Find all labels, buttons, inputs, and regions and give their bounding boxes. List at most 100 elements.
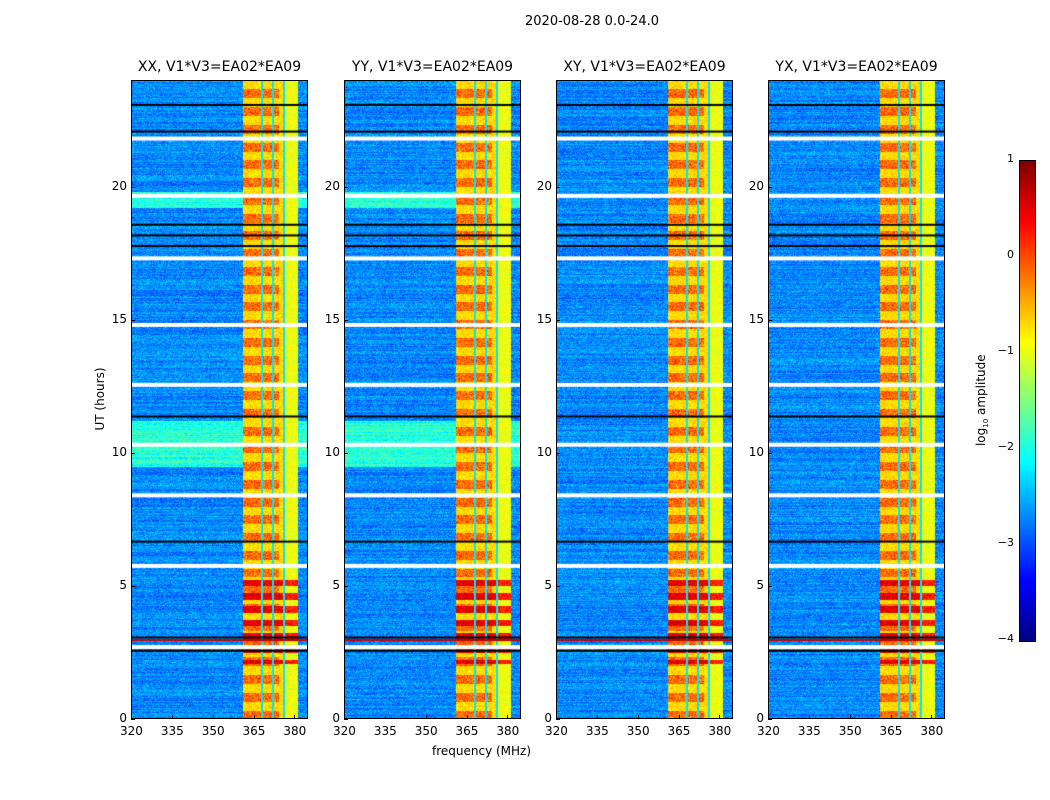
y-tick-label: 10	[324, 444, 340, 459]
colorbar-label: log10 amplitude	[973, 354, 991, 447]
x-tick-label: 380	[283, 724, 307, 738]
panel-frame	[344, 80, 521, 719]
x-tick	[425, 715, 427, 719]
x-tick	[719, 715, 721, 719]
x-tick-label: 365	[879, 724, 903, 738]
colorbar-tick-label: −3	[997, 536, 1014, 549]
y-tick-label: 15	[324, 311, 340, 326]
y-tick	[344, 585, 348, 587]
x-tick	[678, 715, 680, 719]
y-tick	[556, 719, 560, 720]
x-tick	[131, 715, 132, 719]
y-tick	[768, 319, 772, 321]
y-tick	[556, 186, 560, 188]
y-tick	[768, 186, 772, 188]
x-tick-label: 350	[201, 724, 225, 738]
x-tick	[808, 715, 810, 719]
colorbar	[1019, 160, 1036, 642]
y-tick-label: 15	[111, 311, 127, 326]
y-tick	[131, 186, 135, 188]
colorbar-tick-label: −4	[997, 632, 1014, 645]
x-tick-label: 365	[667, 724, 691, 738]
heatmap-panel	[768, 80, 945, 719]
x-tick-label: 320	[333, 724, 356, 738]
y-axis-label: UT (hours)	[93, 367, 107, 431]
x-tick	[384, 715, 386, 719]
y-tick	[131, 719, 135, 720]
y-tick-label: 10	[111, 444, 127, 459]
suptitle: 2020-08-28 0.0-24.0	[525, 14, 659, 29]
y-tick	[344, 186, 348, 188]
x-tick-label: 320	[545, 724, 568, 738]
panel-frame	[556, 80, 733, 719]
x-tick	[890, 715, 892, 719]
x-tick	[849, 715, 851, 719]
y-tick-label: 20	[111, 178, 127, 193]
heatmap-panel	[344, 80, 521, 719]
x-tick-label: 350	[838, 724, 862, 738]
x-axis-label: frequency (MHz)	[432, 744, 532, 758]
x-tick-label: 335	[373, 724, 397, 738]
y-tick	[344, 719, 348, 720]
y-tick	[344, 319, 348, 321]
x-tick-label: 380	[708, 724, 732, 738]
x-tick	[466, 715, 468, 719]
x-tick-label: 365	[242, 724, 266, 738]
x-tick	[253, 715, 255, 719]
x-tick	[212, 715, 214, 719]
y-tick-label: 0	[544, 711, 552, 725]
y-tick-label: 20	[748, 178, 764, 193]
y-tick-label: 5	[332, 577, 340, 592]
x-tick	[637, 715, 639, 719]
y-tick-label: 20	[324, 178, 340, 193]
x-tick-label: 335	[160, 724, 184, 738]
colorbar-tick-label: 1	[1007, 152, 1014, 165]
y-tick-label: 15	[536, 311, 552, 326]
y-tick-label: 0	[119, 711, 127, 725]
y-tick	[131, 452, 135, 454]
y-tick-label: 15	[748, 311, 764, 326]
x-tick-label: 380	[920, 724, 944, 738]
colorbar-tick-label: −2	[997, 440, 1014, 453]
x-tick-label: 320	[120, 724, 143, 738]
y-tick	[556, 452, 560, 454]
y-tick-label: 5	[544, 577, 552, 592]
panel-frame	[768, 80, 945, 719]
x-tick-label: 335	[585, 724, 609, 738]
x-tick	[507, 715, 509, 719]
heatmap-panel	[131, 80, 308, 719]
panel-title: YY, V1*V3=EA02*EA09	[351, 59, 514, 75]
y-tick-label: 20	[536, 178, 552, 193]
y-tick	[344, 452, 348, 454]
colorbar-tick-label: −1	[997, 344, 1014, 357]
x-tick	[931, 715, 933, 719]
x-tick	[596, 715, 598, 719]
x-tick-label: 380	[496, 724, 520, 738]
y-tick	[556, 585, 560, 587]
x-tick	[344, 715, 345, 719]
y-tick-label: 10	[536, 444, 552, 459]
x-tick	[171, 715, 173, 719]
x-tick	[294, 715, 296, 719]
panel-title: XX, V1*V3=EA02*EA09	[137, 59, 302, 75]
y-tick-label: 5	[119, 577, 127, 592]
y-tick-label: 0	[756, 711, 764, 725]
panel-title: YX, V1*V3=EA02*EA09	[775, 59, 938, 75]
x-tick-label: 365	[455, 724, 479, 738]
x-tick-label: 335	[797, 724, 821, 738]
y-tick	[768, 452, 772, 454]
panel-frame	[131, 80, 308, 719]
y-tick	[131, 319, 135, 321]
y-tick-label: 5	[756, 577, 764, 592]
colorbar-tick-label: 0	[1007, 248, 1014, 261]
y-tick	[556, 319, 560, 321]
y-tick	[768, 719, 772, 720]
heatmap-panel	[556, 80, 733, 719]
x-tick-label: 320	[757, 724, 780, 738]
panel-title: XY, V1*V3=EA02*EA09	[563, 59, 726, 75]
x-tick-label: 350	[626, 724, 650, 738]
y-tick-label: 10	[748, 444, 764, 459]
x-tick	[768, 715, 769, 719]
y-tick	[768, 585, 772, 587]
